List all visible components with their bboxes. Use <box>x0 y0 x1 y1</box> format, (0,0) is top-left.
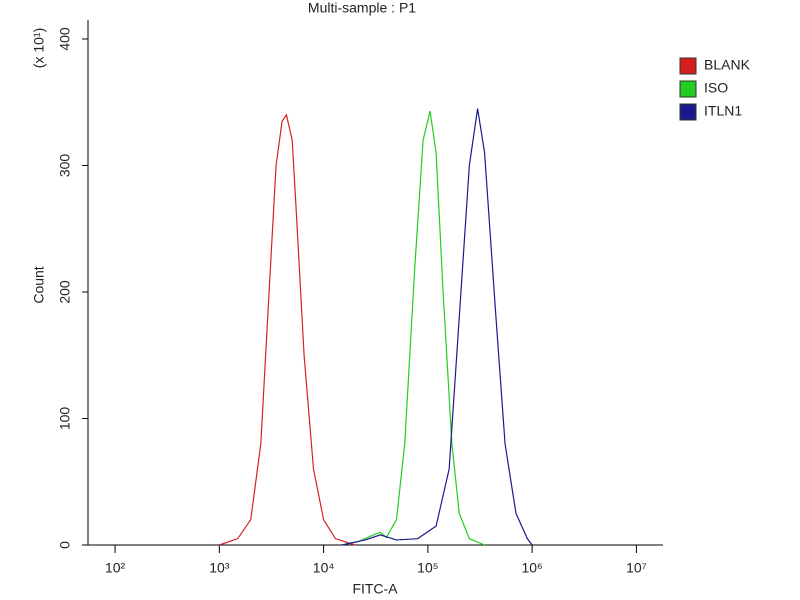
y-axis-label: Count <box>31 266 47 303</box>
y-tick-label: 100 <box>57 407 73 431</box>
y-tick-label: 300 <box>57 154 73 178</box>
x-tick-label: 10⁷ <box>626 560 647 576</box>
legend-swatch <box>679 103 697 121</box>
legend-swatch <box>679 57 697 75</box>
x-tick-label: 10⁴ <box>313 560 335 576</box>
legend-label: ISO <box>704 80 728 96</box>
series-line <box>341 108 533 546</box>
x-tick-label: 10³ <box>209 560 230 576</box>
y-tick-label: 200 <box>57 280 73 304</box>
x-tick-label: 10² <box>105 560 126 576</box>
series-line <box>341 110 485 546</box>
y-multiplier: (x 10¹) <box>31 28 47 68</box>
x-axis-label: FITC-A <box>352 581 398 597</box>
legend-label: ITLN1 <box>704 103 742 119</box>
legend-swatch <box>679 80 697 98</box>
x-tick-label: 10⁵ <box>417 560 438 576</box>
x-tick-label: 10⁶ <box>521 560 542 576</box>
chart-title: Multi-sample : P1 <box>308 0 416 16</box>
legend-label: BLANK <box>704 57 751 73</box>
series-line <box>219 113 356 546</box>
y-tick-label: 400 <box>57 27 73 51</box>
y-tick-label: 0 <box>57 541 73 549</box>
